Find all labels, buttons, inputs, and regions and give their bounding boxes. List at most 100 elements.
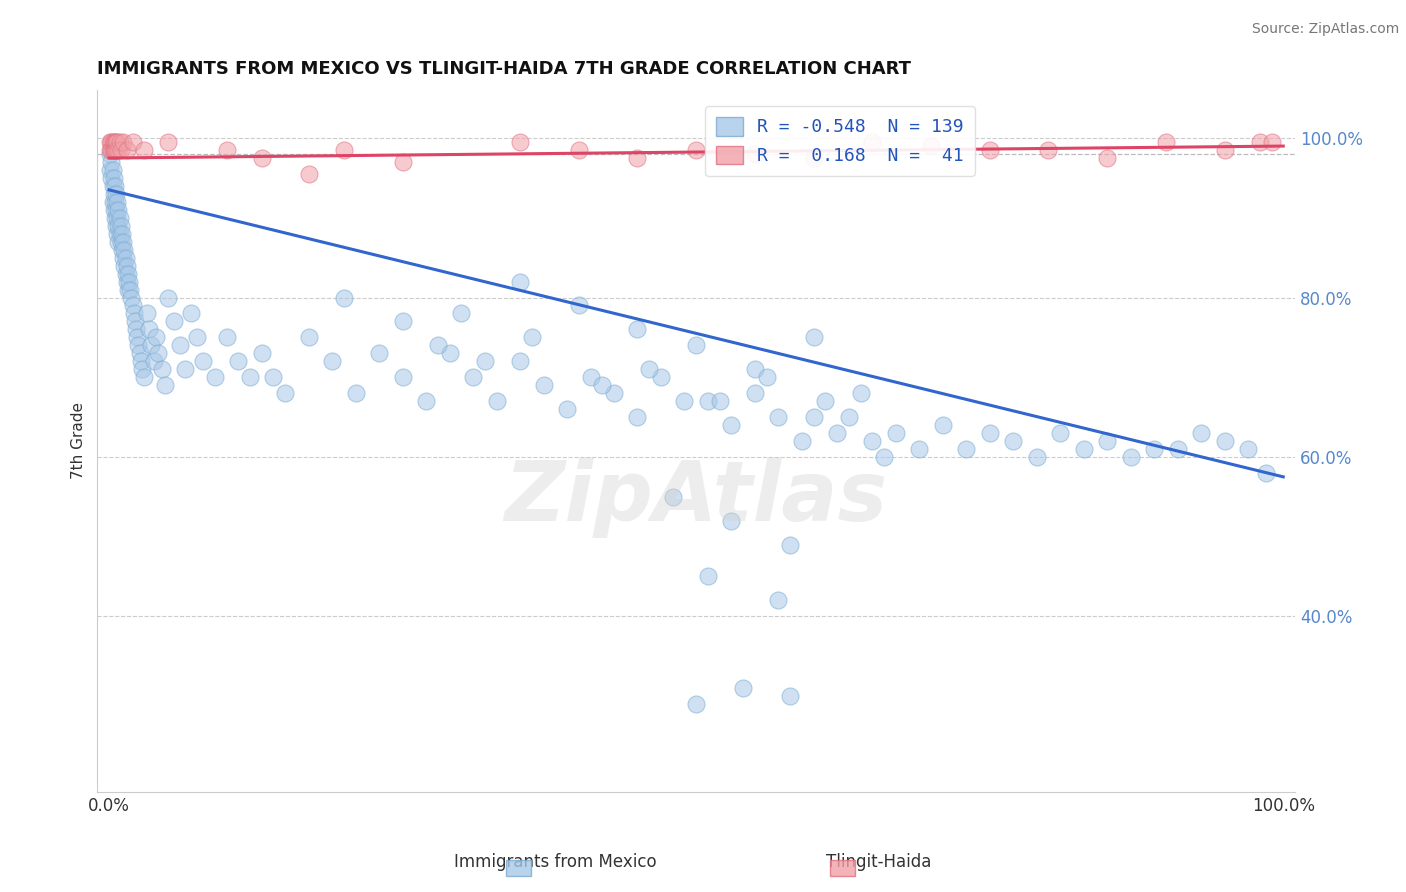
Point xyxy=(115,275,138,289)
Point xyxy=(103,135,125,149)
Point xyxy=(1095,434,1118,448)
Point xyxy=(110,219,132,233)
Point xyxy=(250,346,273,360)
Point xyxy=(803,330,825,344)
Text: ZipAtlas: ZipAtlas xyxy=(505,457,887,538)
Point xyxy=(110,143,132,157)
Point xyxy=(118,275,141,289)
Point xyxy=(105,135,128,149)
Point xyxy=(114,251,136,265)
Point xyxy=(1154,135,1177,149)
Point xyxy=(138,322,160,336)
Text: IMMIGRANTS FROM MEXICO VS TLINGIT-HAIDA 7TH GRADE CORRELATION CHART: IMMIGRANTS FROM MEXICO VS TLINGIT-HAIDA … xyxy=(97,60,911,78)
Point xyxy=(104,194,127,209)
Point xyxy=(156,135,179,149)
Point xyxy=(450,306,472,320)
Point xyxy=(112,251,135,265)
Point xyxy=(333,291,356,305)
Point xyxy=(1237,442,1260,456)
Point xyxy=(568,143,591,157)
Point xyxy=(108,135,131,149)
Point xyxy=(333,143,356,157)
Point xyxy=(239,370,262,384)
Point xyxy=(509,135,531,149)
Point xyxy=(860,135,883,149)
Point xyxy=(100,143,122,157)
Point xyxy=(105,186,128,201)
Point xyxy=(485,394,508,409)
Point xyxy=(98,135,121,149)
Point xyxy=(533,378,555,392)
Point xyxy=(920,139,942,153)
Point xyxy=(860,434,883,448)
Point xyxy=(98,147,121,161)
Point xyxy=(105,219,128,233)
Point xyxy=(908,442,931,456)
Point xyxy=(100,135,122,149)
Point xyxy=(591,378,613,392)
Point xyxy=(111,227,134,241)
Point xyxy=(1167,442,1189,456)
Point xyxy=(1002,434,1025,448)
Point xyxy=(391,155,413,169)
Point xyxy=(105,194,128,209)
Point xyxy=(142,354,165,368)
Point xyxy=(117,283,139,297)
Point xyxy=(104,143,127,157)
Point xyxy=(720,514,742,528)
Point xyxy=(439,346,461,360)
Point xyxy=(103,202,125,217)
Point xyxy=(1143,442,1166,456)
Point xyxy=(131,362,153,376)
Point xyxy=(145,330,167,344)
Legend: R = -0.548  N = 139, R =  0.168  N =  41: R = -0.548 N = 139, R = 0.168 N = 41 xyxy=(704,106,974,176)
Point xyxy=(112,135,135,149)
Point xyxy=(814,394,837,409)
Point xyxy=(125,322,148,336)
Point xyxy=(103,170,125,185)
Point xyxy=(115,259,138,273)
Point xyxy=(474,354,496,368)
Point xyxy=(298,167,321,181)
Point xyxy=(105,211,128,225)
Point xyxy=(169,338,191,352)
Point xyxy=(163,314,186,328)
Point xyxy=(156,291,179,305)
Point xyxy=(155,378,177,392)
Point xyxy=(204,370,226,384)
Point xyxy=(298,330,321,344)
Point xyxy=(135,306,157,320)
Point xyxy=(579,370,602,384)
Point xyxy=(884,425,907,440)
Point xyxy=(1049,425,1071,440)
Point xyxy=(107,202,129,217)
Point xyxy=(768,593,790,607)
Point xyxy=(779,689,801,703)
Point xyxy=(117,267,139,281)
Point xyxy=(673,394,696,409)
Point xyxy=(122,306,145,320)
Point xyxy=(509,354,531,368)
Point xyxy=(263,370,285,384)
Point xyxy=(112,243,135,257)
Point xyxy=(685,143,707,157)
Point xyxy=(779,538,801,552)
Point xyxy=(509,275,531,289)
Point xyxy=(134,143,156,157)
Point xyxy=(105,202,128,217)
Point xyxy=(803,410,825,425)
Point xyxy=(626,322,648,336)
Point xyxy=(426,338,449,352)
Point xyxy=(391,370,413,384)
Point xyxy=(101,135,124,149)
Point xyxy=(110,235,132,249)
Point xyxy=(104,211,127,225)
Point xyxy=(932,418,955,433)
Point xyxy=(744,362,766,376)
Point xyxy=(148,346,170,360)
Point xyxy=(103,186,125,201)
Point xyxy=(127,330,149,344)
Point xyxy=(568,298,591,312)
Point xyxy=(1249,135,1271,149)
Point xyxy=(108,227,131,241)
